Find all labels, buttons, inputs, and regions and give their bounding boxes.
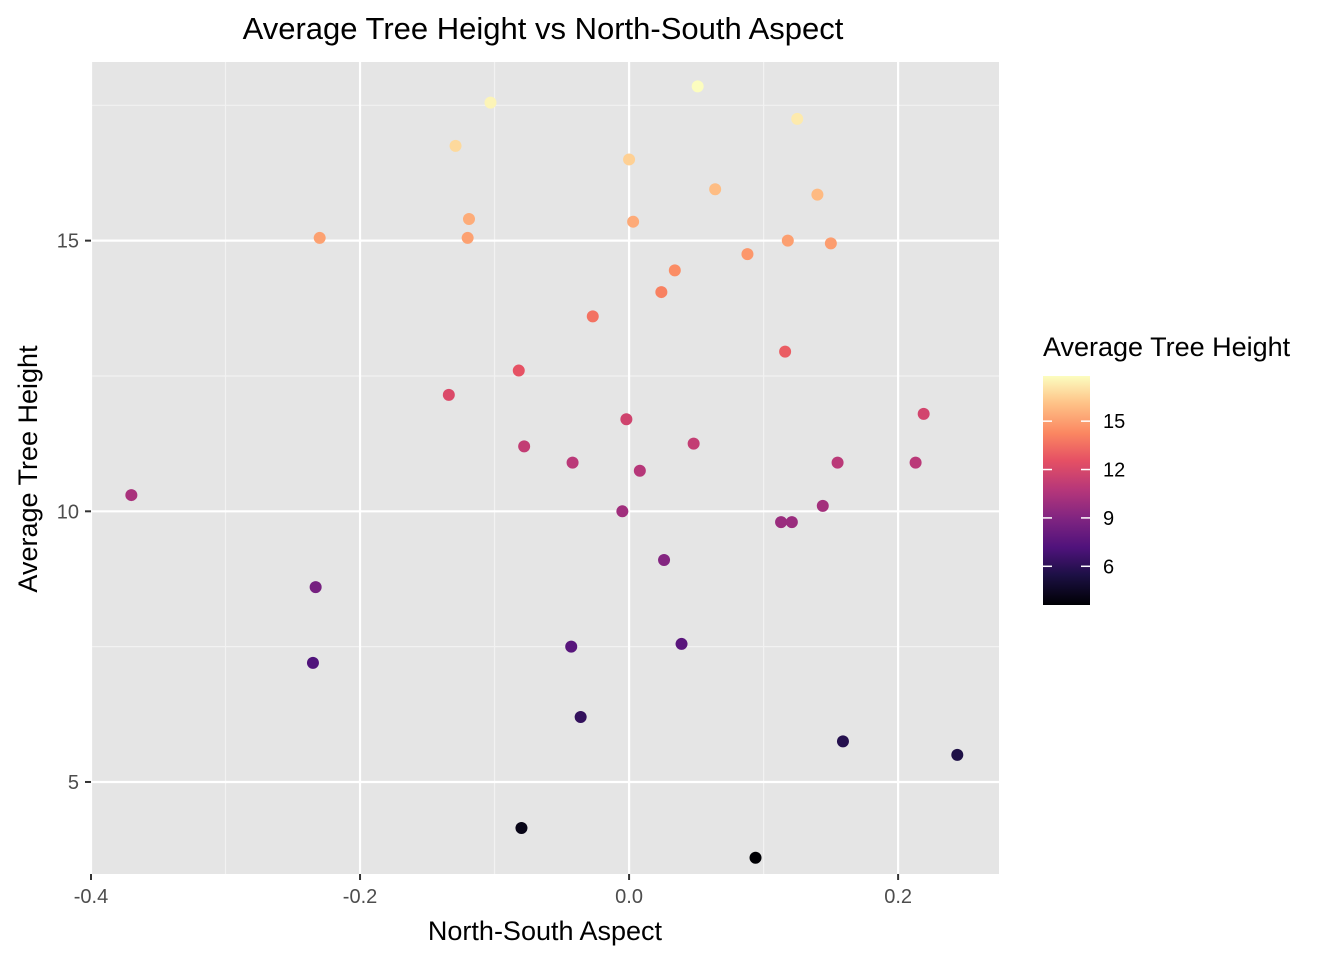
legend-tick-label: 12 bbox=[1103, 460, 1125, 482]
data-point bbox=[741, 248, 754, 261]
x-tick-label: 0.0 bbox=[615, 886, 643, 908]
chart-title: Average Tree Height vs North-South Aspec… bbox=[243, 11, 844, 46]
data-point bbox=[675, 637, 688, 650]
legend-ticks: 6 9 12 15 bbox=[1043, 411, 1125, 578]
data-point bbox=[566, 456, 579, 469]
data-point bbox=[620, 413, 633, 426]
data-point bbox=[306, 656, 319, 669]
data-point bbox=[781, 234, 794, 247]
data-point bbox=[461, 231, 474, 244]
data-point bbox=[518, 440, 531, 453]
data-point bbox=[749, 851, 762, 864]
data-point bbox=[623, 153, 636, 166]
x-axis: -0.4 -0.2 0.0 0.2 bbox=[74, 874, 912, 908]
data-point bbox=[917, 407, 930, 420]
data-point bbox=[831, 456, 844, 469]
data-point bbox=[824, 237, 837, 250]
x-axis-label: North-South Aspect bbox=[428, 916, 663, 946]
data-point bbox=[616, 505, 629, 518]
data-point bbox=[775, 516, 788, 529]
y-tick-label: 15 bbox=[57, 231, 79, 253]
legend-tick-label: 6 bbox=[1103, 556, 1114, 578]
minor-gridlines bbox=[91, 62, 999, 874]
data-point bbox=[658, 554, 671, 567]
y-tick-label: 5 bbox=[68, 772, 79, 794]
data-point bbox=[779, 345, 792, 358]
data-point bbox=[515, 821, 528, 834]
data-point bbox=[633, 464, 646, 477]
data-point bbox=[125, 489, 138, 502]
major-gridlines bbox=[89, 62, 999, 874]
data-points bbox=[125, 80, 964, 864]
data-point bbox=[687, 437, 700, 450]
x-tick-label: 0.2 bbox=[884, 886, 912, 908]
data-point bbox=[442, 388, 455, 401]
data-point bbox=[586, 310, 599, 323]
data-point bbox=[313, 231, 326, 244]
data-point bbox=[309, 581, 322, 594]
data-point bbox=[668, 264, 681, 277]
legend-tick-label: 15 bbox=[1103, 411, 1125, 433]
legend-title: Average Tree Height bbox=[1043, 332, 1291, 362]
data-point bbox=[816, 499, 829, 512]
y-axis: 5 10 15 bbox=[57, 231, 91, 794]
data-point bbox=[691, 80, 704, 93]
x-tick-label: -0.4 bbox=[74, 886, 108, 908]
data-point bbox=[565, 640, 578, 653]
legend-tick-label: 9 bbox=[1103, 508, 1114, 530]
data-point bbox=[709, 183, 722, 196]
legend-colorbar bbox=[1043, 376, 1090, 605]
data-point bbox=[462, 212, 475, 225]
x-tick-label: -0.2 bbox=[343, 886, 377, 908]
data-point bbox=[484, 96, 497, 109]
data-point bbox=[951, 748, 964, 761]
data-point bbox=[791, 112, 804, 125]
data-point bbox=[655, 286, 668, 299]
data-point bbox=[627, 215, 640, 228]
legend: Average Tree Height 6 9 12 15 bbox=[1043, 332, 1291, 605]
data-point bbox=[512, 364, 525, 377]
data-point bbox=[785, 516, 798, 529]
y-tick-label: 10 bbox=[57, 501, 79, 523]
data-point bbox=[836, 735, 849, 748]
data-point bbox=[909, 456, 922, 469]
data-point bbox=[449, 139, 462, 152]
data-point bbox=[811, 188, 824, 201]
data-point bbox=[574, 711, 587, 724]
y-axis-label: Average Tree Height bbox=[13, 345, 43, 593]
plot-panel bbox=[91, 62, 999, 874]
